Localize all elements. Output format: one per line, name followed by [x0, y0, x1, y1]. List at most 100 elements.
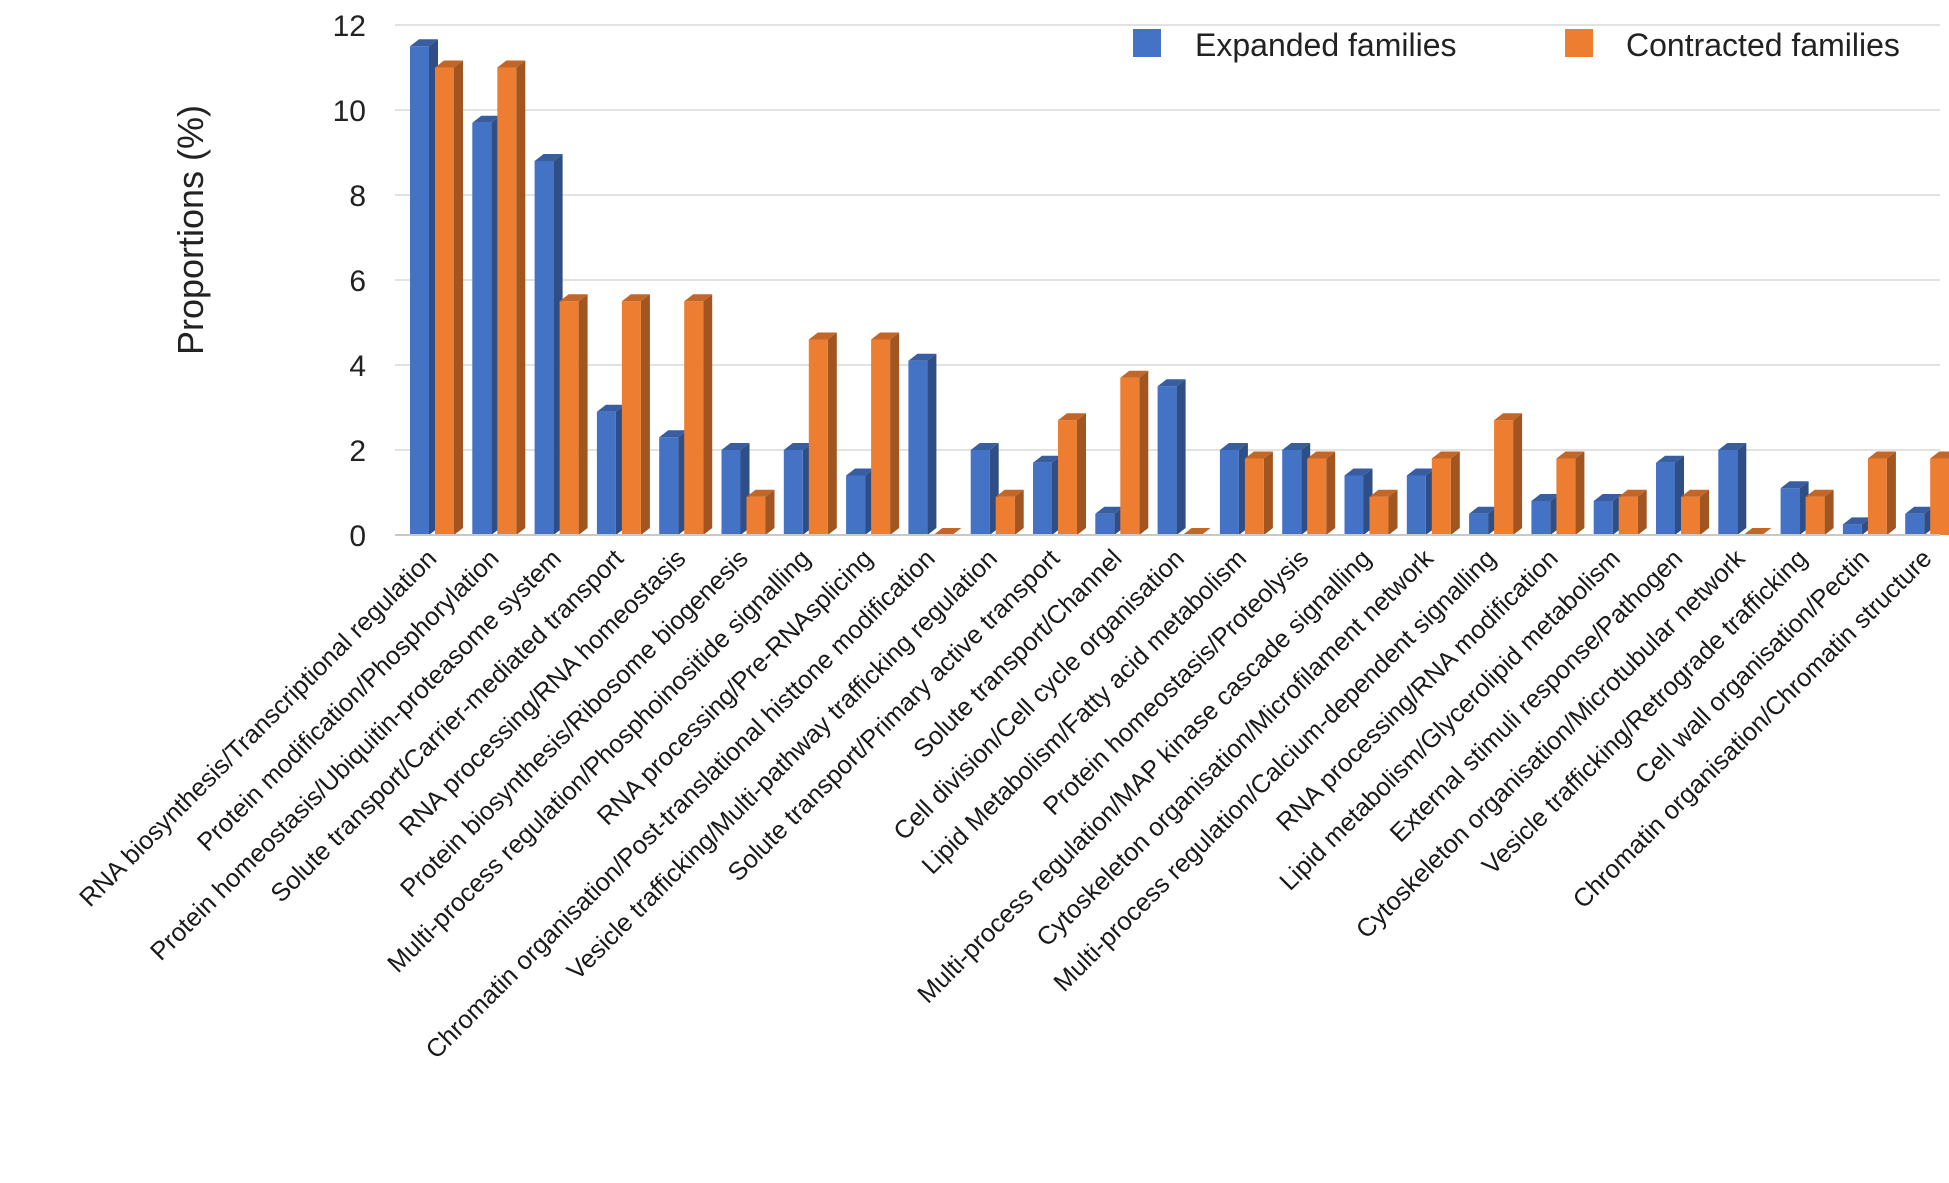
- bar-front: [1219, 450, 1239, 535]
- bar-front: [1593, 501, 1613, 535]
- bar: [1780, 481, 1809, 535]
- bar-top: [1780, 481, 1809, 489]
- bar-front: [1494, 420, 1514, 535]
- bar-top: [1033, 455, 1061, 463]
- bar: [1805, 489, 1834, 535]
- bar: [783, 443, 812, 535]
- bar-side: [454, 60, 463, 535]
- bar-side: [703, 294, 713, 535]
- bars: [410, 39, 1949, 535]
- bar-top: [621, 294, 650, 302]
- bar-front: [783, 450, 803, 535]
- bar: [933, 528, 962, 535]
- bar-top: [410, 39, 438, 47]
- bar-front: [596, 411, 616, 535]
- bar-front: [1718, 450, 1738, 535]
- y-tick-label: 8: [349, 180, 366, 213]
- bar-front: [846, 475, 866, 535]
- bar-top: [846, 468, 875, 476]
- bar: [995, 489, 1024, 535]
- bar-side: [1637, 489, 1647, 535]
- bar: [1120, 370, 1149, 535]
- bar-front: [435, 67, 454, 535]
- bar-side: [1700, 489, 1709, 535]
- bar: [1182, 528, 1211, 535]
- bar-top: [1244, 451, 1273, 459]
- bar-front: [1681, 496, 1700, 535]
- bar-front: [721, 450, 741, 535]
- bar: [1282, 443, 1311, 535]
- bar: [472, 115, 501, 535]
- bar-side: [890, 332, 900, 535]
- legend-swatch-contracted: [1565, 29, 1593, 57]
- bar: [846, 468, 875, 535]
- bar-top: [933, 528, 962, 535]
- bar: [621, 294, 650, 535]
- bar-top: [1905, 506, 1934, 514]
- bar: [1344, 468, 1373, 535]
- bar-top: [1095, 506, 1124, 514]
- bar-top: [1805, 489, 1834, 497]
- bar: [871, 332, 900, 535]
- bar-side: [927, 353, 937, 535]
- bar-top: [1842, 517, 1871, 525]
- bar: [435, 60, 463, 535]
- bar: [1656, 455, 1684, 535]
- bar-top: [472, 115, 501, 123]
- bar: [1531, 494, 1560, 535]
- bar-front: [1244, 458, 1264, 535]
- bar-front: [497, 67, 517, 535]
- bar-front: [1406, 475, 1426, 535]
- bar: [970, 443, 999, 535]
- bar: [1718, 443, 1747, 535]
- bar-front: [659, 437, 679, 535]
- legend: Expanded families Contracted families: [1133, 27, 1900, 63]
- bar: [1681, 489, 1709, 535]
- bar: [1244, 451, 1273, 535]
- bar-top: [1406, 468, 1435, 476]
- bar: [410, 39, 438, 535]
- legend-swatch-expanded: [1133, 29, 1161, 57]
- bar-top: [783, 443, 812, 450]
- bar-front: [871, 339, 891, 535]
- bar-side: [640, 294, 650, 535]
- bar-top: [1058, 413, 1086, 421]
- bar-top: [1369, 489, 1398, 497]
- bar-front: [1531, 501, 1551, 535]
- bar-top: [1157, 379, 1186, 387]
- bar: [1157, 379, 1186, 535]
- bar: [559, 294, 588, 535]
- bar-front: [1282, 450, 1302, 535]
- bar: [1842, 517, 1871, 535]
- bar-front: [410, 46, 429, 535]
- bar-top: [908, 353, 937, 361]
- bar: [1494, 413, 1523, 535]
- y-tick-label: 4: [349, 350, 366, 383]
- bar-top: [1618, 489, 1647, 497]
- bar-side: [1388, 489, 1398, 535]
- bar-top: [497, 60, 526, 68]
- bar-top: [1282, 443, 1311, 450]
- bar-side: [1824, 489, 1834, 535]
- y-tick-label: 12: [333, 10, 366, 43]
- bar-front: [1095, 513, 1115, 535]
- y-tick-label: 10: [333, 95, 366, 128]
- bar-side: [1263, 451, 1273, 535]
- bar: [1469, 506, 1498, 535]
- bar-top: [1494, 413, 1523, 421]
- bar-front: [1431, 458, 1451, 535]
- bar: [1905, 506, 1934, 535]
- bar-top: [1469, 506, 1498, 514]
- y-axis-ticks: 0 2 4 6 8 10 12: [333, 10, 366, 553]
- bar-front: [970, 450, 990, 535]
- y-tick-label: 6: [349, 265, 366, 298]
- bar-front: [1556, 458, 1576, 535]
- bar-top: [1120, 370, 1149, 378]
- bar-side: [1575, 451, 1585, 535]
- bar-front: [1842, 524, 1862, 535]
- bar-top: [995, 489, 1024, 497]
- bar: [1618, 489, 1647, 535]
- y-tick-label: 2: [349, 435, 366, 468]
- bar-front: [472, 122, 492, 535]
- bar-front: [995, 496, 1015, 535]
